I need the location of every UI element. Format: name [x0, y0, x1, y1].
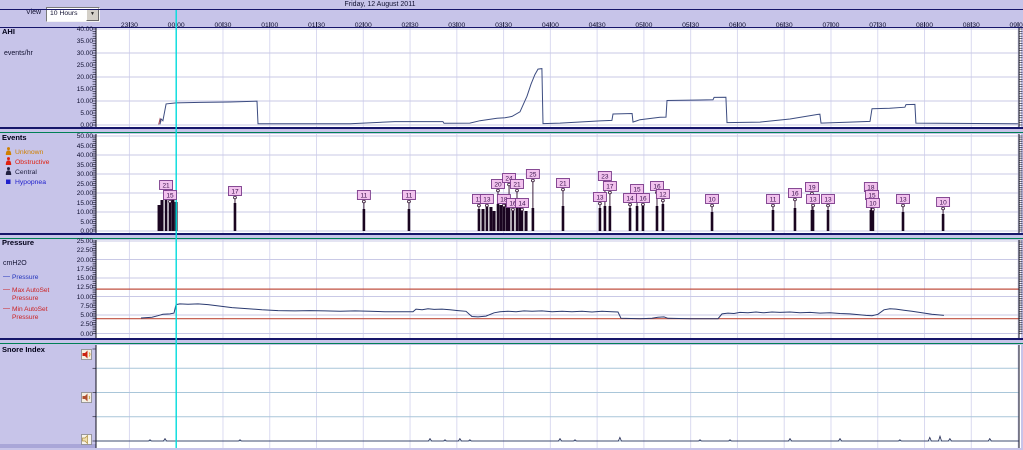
- ahi-ytick-label: 0.00: [80, 122, 93, 129]
- unknown-person-icon: [5, 147, 12, 155]
- ahi-ytick-label: 15.00: [76, 86, 93, 93]
- plot-ahi[interactable]: [96, 28, 1021, 127]
- events-ytick-label: 0.00: [80, 228, 93, 235]
- pressure-units-label: cmH2O: [3, 260, 27, 267]
- events-ytick-label: 20.00: [76, 190, 93, 197]
- events-ytick-label: 35.00: [76, 161, 93, 169]
- legend-label: Obstructive: [15, 159, 50, 166]
- view-dropdown-value: 10 Hours: [50, 10, 78, 17]
- panel-separator: [0, 338, 1023, 344]
- panel-title-pressure: Pressure: [2, 238, 35, 247]
- pressure-ytick-label: 20.00: [76, 256, 93, 264]
- legend-label: Hypopnea: [15, 179, 46, 186]
- legend-item-hypopnea: Hypopnea: [5, 177, 46, 187]
- legend-item-pressure: — Pressure: [3, 273, 58, 282]
- view-label: View: [26, 9, 42, 16]
- events-ytick-label: 15.00: [76, 199, 93, 207]
- legend-label: Max AutoSet Pressure: [12, 287, 50, 302]
- pressure-ytick-label: 2.50: [80, 321, 93, 329]
- legend-item-min-autoset: — Min AutoSet Pressure: [3, 305, 58, 322]
- events-ytick-label: 25.00: [76, 180, 93, 188]
- events-ytick-label: 30.00: [76, 171, 93, 178]
- obstructive-person-icon: [5, 157, 12, 165]
- legend-item-unknown: Unknown: [5, 147, 43, 157]
- line-swatch: —: [3, 273, 10, 280]
- legend-label: Central: [15, 169, 37, 176]
- plot-snore[interactable]: [96, 345, 1021, 448]
- ahi-ytick-label: 30.00: [76, 50, 93, 57]
- pressure-ytick-label: 25.00: [76, 238, 93, 245]
- events-ytick-label: 10.00: [76, 209, 93, 216]
- pressure-ytick-label: 7.50: [80, 302, 93, 310]
- events-ytick-label: 50.00: [76, 133, 93, 140]
- time-axis: 23:30 00:00 00:30 01:00 01:30 02:00 02:30 03:00…: [0, 10, 1023, 29]
- pressure-ytick-label: 15.00: [76, 275, 93, 282]
- ahi-ytick-label: 25.00: [76, 62, 93, 69]
- pressure-ytick-label: 17.50: [76, 265, 93, 273]
- events-ytick-label: 5.00: [80, 218, 93, 226]
- legend-item-obstructive: Obstructive: [5, 157, 49, 167]
- line-swatch: —: [3, 286, 10, 293]
- ahi-ytick-label: 40.00: [76, 26, 93, 33]
- events-ytick-label: 45.00: [76, 142, 93, 150]
- header-bar: [0, 0, 1023, 28]
- ahi-ytick-label: 5.00: [80, 110, 93, 117]
- panel-title-ahi: AHI: [2, 27, 15, 36]
- legend-item-central: Central: [5, 167, 37, 177]
- hypopnea-square-icon: [6, 179, 11, 184]
- panel-separator: [0, 233, 1023, 239]
- ahi-ytick-label: 20.00: [76, 74, 93, 81]
- legend-label: Min AutoSet Pressure: [12, 306, 48, 321]
- speaker-loud-icon: [81, 347, 92, 365]
- time-tick-label: 09:00: [1009, 22, 1023, 29]
- date-title: Friday, 12 August 2011: [344, 1, 416, 8]
- speaker-soft-icon: [81, 432, 92, 450]
- line-swatch: —: [3, 305, 10, 312]
- axis-top-line: [0, 27, 1023, 28]
- ahi-ytick-label: 10.00: [76, 98, 93, 105]
- panel-separator: [0, 127, 1023, 133]
- legend-label: Unknown: [15, 149, 44, 156]
- pressure-ytick-label: 5.00: [80, 312, 93, 319]
- pressure-ytick-label: 22.50: [76, 247, 93, 255]
- pressure-ytick-label: 12.50: [76, 284, 93, 292]
- view-dropdown[interactable]: 10 Hours ▼: [46, 7, 100, 22]
- events-ytick-label: 40.00: [76, 152, 93, 159]
- central-person-icon: [5, 167, 12, 175]
- speaker-medium-icon: [81, 390, 92, 408]
- panel-title-snore: Snore Index: [2, 345, 45, 354]
- plot-events[interactable]: [96, 134, 1021, 233]
- next-panel-edge: [0, 444, 96, 448]
- ahi-ytick-label: 35.00: [76, 38, 93, 45]
- pressure-ytick-label: 10.00: [76, 293, 93, 301]
- chevron-down-icon[interactable]: ▼: [86, 8, 99, 21]
- plot-pressure[interactable]: [96, 240, 1021, 338]
- legend-item-max-autoset: — Max AutoSet Pressure: [3, 286, 58, 303]
- pressure-ytick-label: 0.00: [80, 330, 93, 338]
- panel-title-events: Events: [2, 133, 27, 142]
- legend-label: Pressure: [12, 274, 39, 281]
- ahi-units-label: events/hr: [4, 50, 33, 57]
- header-divider: [0, 9, 1023, 10]
